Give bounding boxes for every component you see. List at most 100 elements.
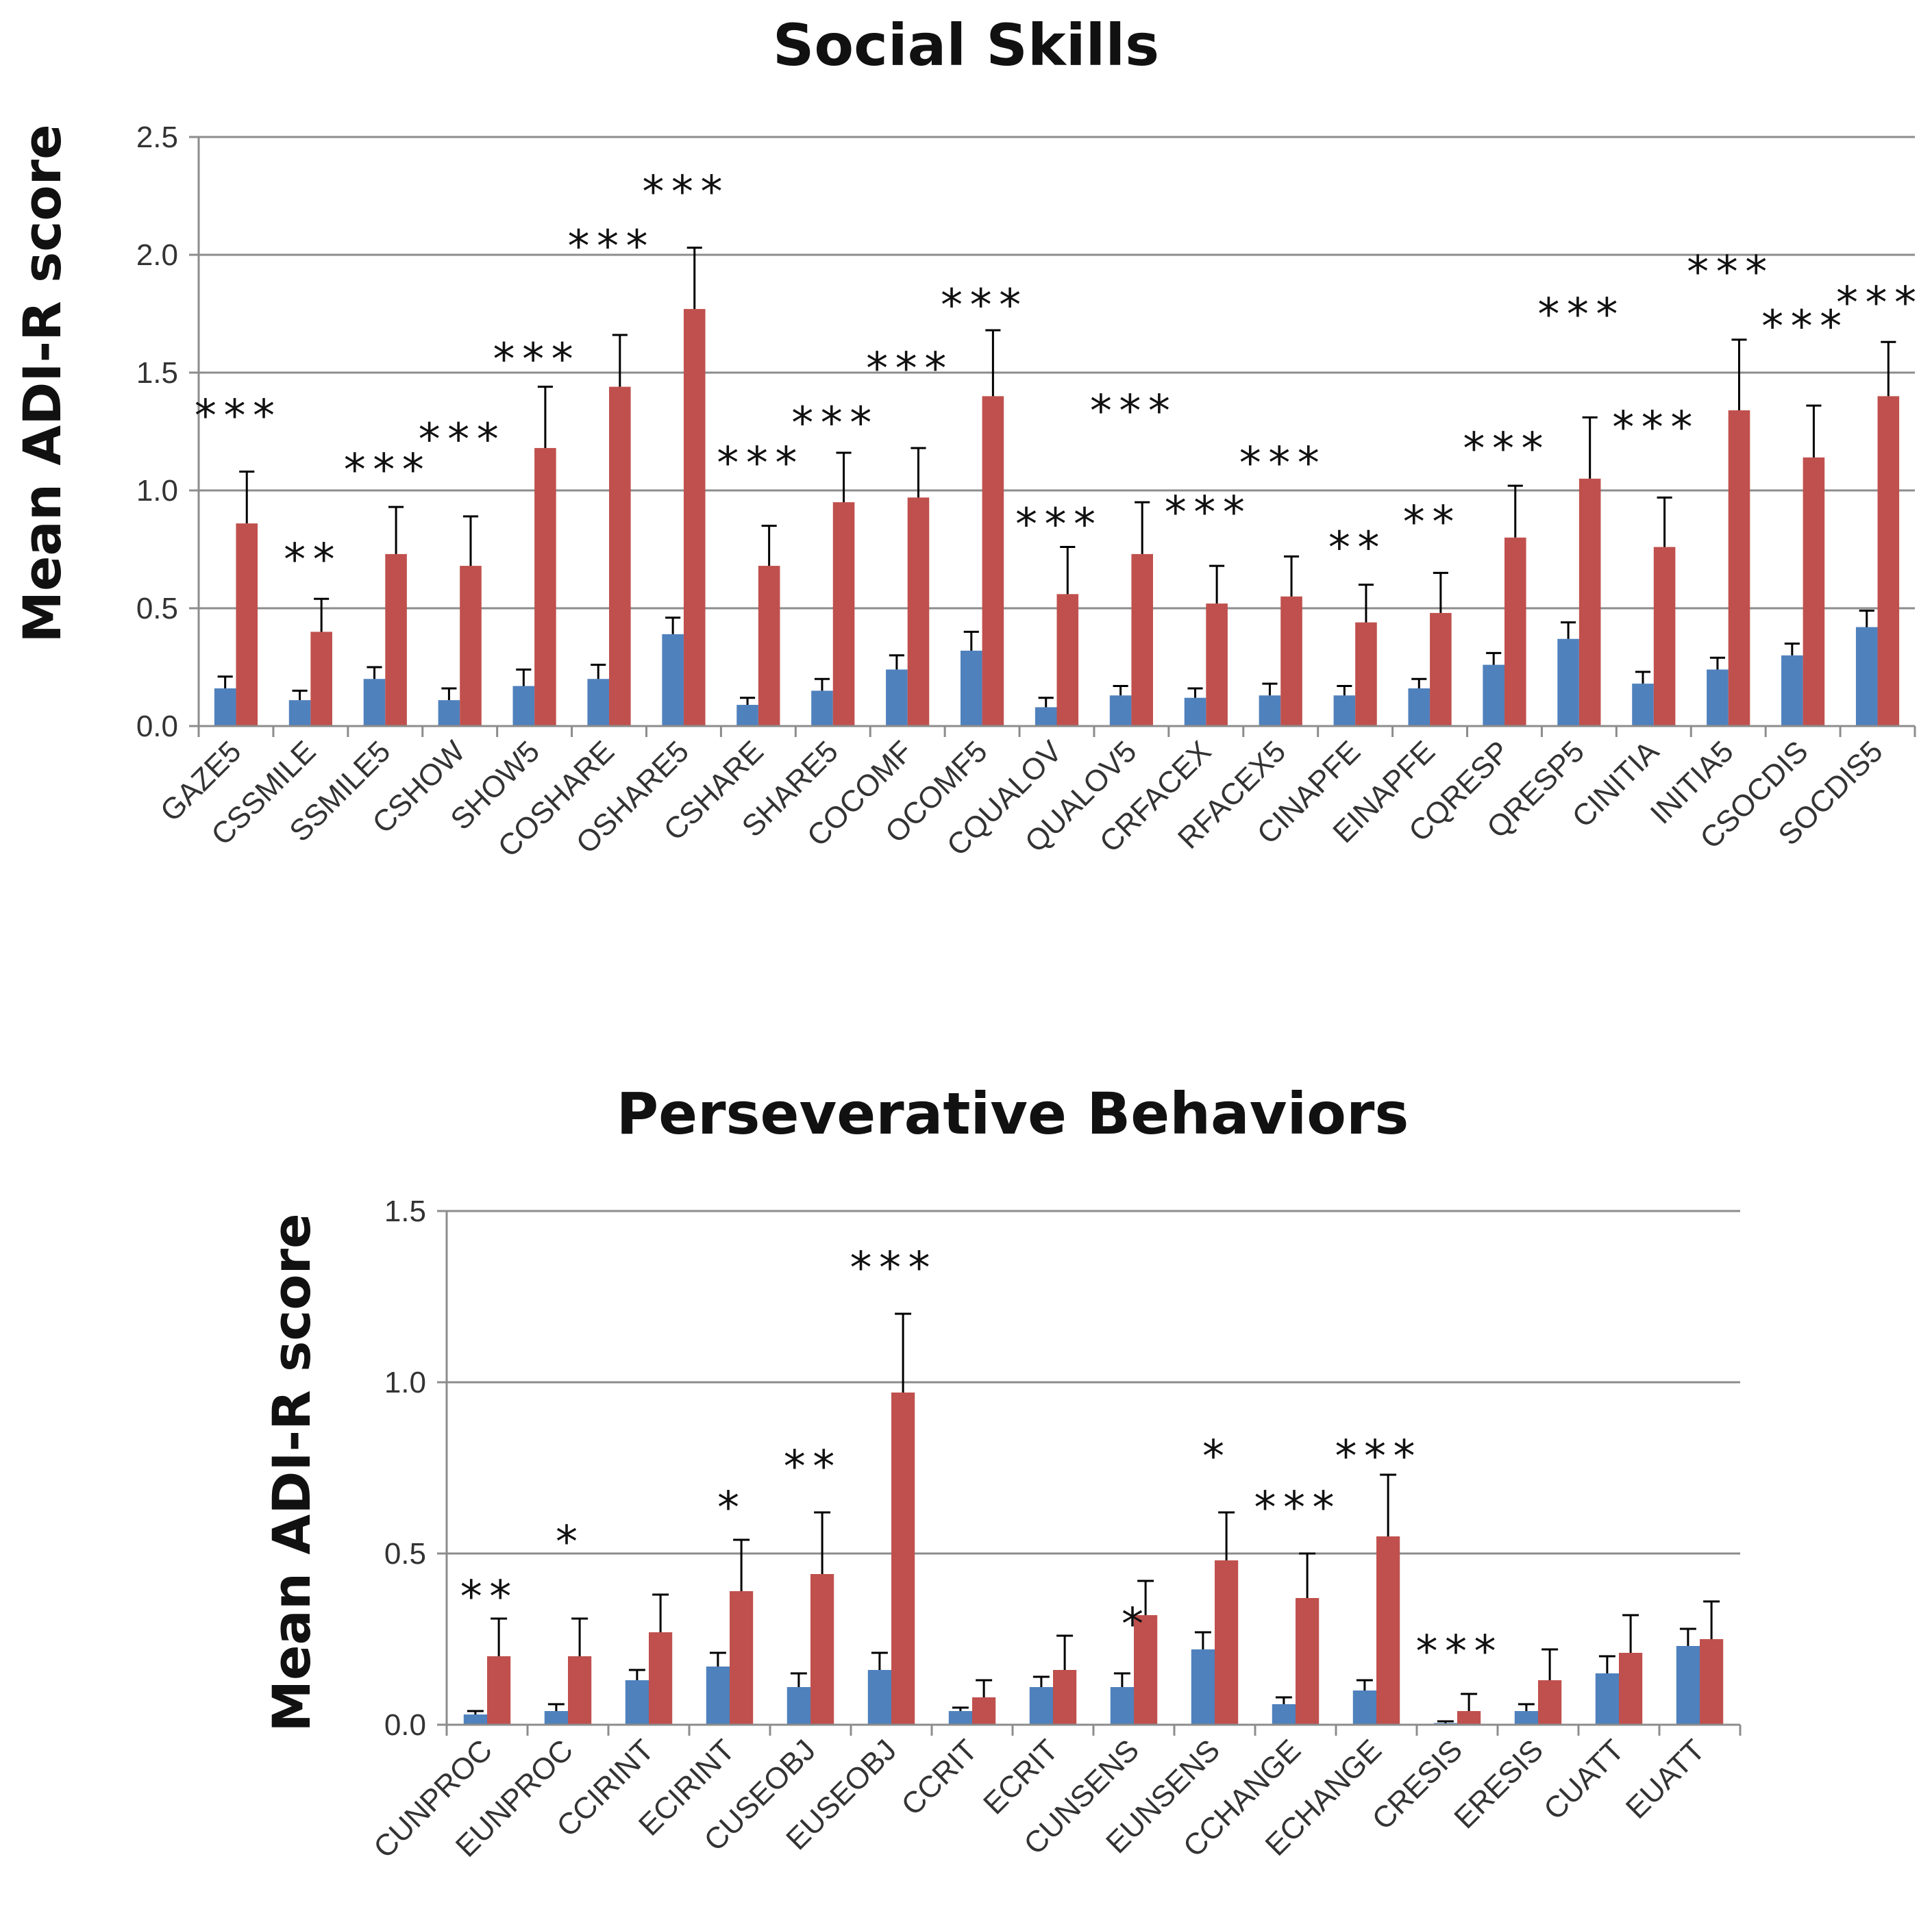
bar-socdis5-series-0 bbox=[1855, 627, 1878, 726]
significance-marker: *** bbox=[1252, 1483, 1339, 1534]
x-tick-label-ccrit: CCRIT bbox=[895, 1733, 984, 1822]
bar-echange-series-0 bbox=[1352, 1690, 1376, 1725]
significance-marker: * bbox=[715, 1483, 745, 1534]
y-tick-label: 1.5 bbox=[384, 1195, 426, 1228]
significance-marker: *** bbox=[491, 334, 578, 385]
significance-marker: ** bbox=[781, 1442, 839, 1493]
bar-cchange-series-0 bbox=[1272, 1704, 1296, 1725]
significance-marker: *** bbox=[1237, 438, 1324, 489]
significance-marker: *** bbox=[1461, 424, 1548, 475]
bar-rfacex5-series-1 bbox=[1280, 596, 1302, 726]
bar-gaze5-series-0 bbox=[214, 688, 236, 726]
bar-cqualov-series-0 bbox=[1035, 707, 1057, 726]
social-skills-y-axis-label: Mean ADI-R score bbox=[12, 124, 73, 642]
bar-eunproc-series-0 bbox=[544, 1711, 568, 1725]
bar-initia5-series-1 bbox=[1728, 410, 1750, 726]
bar-coshare-series-0 bbox=[587, 679, 610, 726]
significance-marker: *** bbox=[715, 438, 802, 489]
bar-euatt-series-1 bbox=[1700, 1639, 1724, 1725]
y-tick-label: 0.0 bbox=[384, 1708, 426, 1742]
social-skills-axes bbox=[189, 136, 1916, 737]
significance-marker: ** bbox=[282, 535, 340, 586]
bar-cuseobj-series-1 bbox=[810, 1574, 834, 1725]
bar-cshow-series-1 bbox=[460, 566, 482, 726]
bar-cssmile-series-1 bbox=[310, 632, 332, 726]
y-tick-label: 1.5 bbox=[136, 356, 178, 390]
bar-cqresp-series-0 bbox=[1483, 664, 1504, 726]
bar-qresp5-series-1 bbox=[1578, 478, 1601, 726]
significance-marker: *** bbox=[789, 398, 877, 449]
bar-eresis-series-0 bbox=[1514, 1711, 1538, 1725]
bar-euseobj-series-1 bbox=[891, 1393, 915, 1725]
bar-cqualov-series-1 bbox=[1056, 594, 1079, 726]
significance-marker: *** bbox=[193, 391, 280, 442]
bar-ecrit-series-1 bbox=[1053, 1670, 1077, 1725]
bar-initia5-series-0 bbox=[1707, 669, 1729, 726]
x-tick-label-cresis: CRESIS bbox=[1366, 1733, 1469, 1836]
perseverative-behaviors-gridlines bbox=[447, 1210, 1740, 1555]
bar-cuatt-series-0 bbox=[1595, 1673, 1619, 1725]
significance-marker: *** bbox=[1610, 403, 1698, 453]
significance-marker: *** bbox=[1333, 1432, 1420, 1482]
significance-marker: *** bbox=[1088, 386, 1176, 437]
bar-cinitia-series-0 bbox=[1632, 684, 1654, 726]
bar-ocomf5-series-1 bbox=[982, 396, 1004, 726]
significance-marker: *** bbox=[1163, 488, 1250, 538]
bar-ocomf5-series-0 bbox=[961, 650, 982, 726]
x-tick-label-euatt: EUATT bbox=[1620, 1733, 1711, 1825]
bar-euatt-series-0 bbox=[1676, 1646, 1700, 1725]
significance-marker: * bbox=[1119, 1599, 1149, 1650]
perseverative-behaviors-chart: Perseverative Behaviors Mean ADI-R score… bbox=[261, 1080, 1742, 1864]
significance-marker: *** bbox=[640, 167, 728, 218]
bar-cinitia-series-1 bbox=[1653, 547, 1676, 726]
y-tick-label: 1.0 bbox=[136, 474, 178, 508]
y-tick-label: 0.5 bbox=[384, 1537, 426, 1571]
perseverative-behaviors-title: Perseverative Behaviors bbox=[617, 1080, 1409, 1147]
bar-cchange-series-1 bbox=[1296, 1598, 1320, 1725]
y-tick-label: 0.0 bbox=[136, 710, 178, 743]
significance-marker: *** bbox=[1013, 499, 1101, 550]
bar-share5-series-0 bbox=[811, 690, 833, 726]
bar-cqresp-series-1 bbox=[1504, 537, 1526, 726]
bar-csocdis-series-0 bbox=[1781, 655, 1803, 726]
bar-socdis5-series-1 bbox=[1877, 396, 1900, 726]
significance-marker: *** bbox=[847, 1243, 935, 1294]
significance-marker: * bbox=[554, 1517, 583, 1568]
significance-marker: ** bbox=[1326, 523, 1385, 574]
bar-cunsens-series-0 bbox=[1110, 1687, 1134, 1725]
significance-marker: *** bbox=[1759, 301, 1847, 352]
bar-cssmile-series-0 bbox=[288, 700, 311, 726]
bar-euseobj-series-0 bbox=[867, 1670, 891, 1725]
bar-show5-series-0 bbox=[512, 686, 535, 726]
x-tick-label-eresis: ERESIS bbox=[1448, 1733, 1550, 1835]
significance-marker: *** bbox=[341, 445, 429, 496]
bar-show5-series-1 bbox=[534, 448, 556, 726]
bar-cinapfe-series-1 bbox=[1355, 622, 1377, 726]
bar-eunsens-series-1 bbox=[1215, 1560, 1239, 1725]
bar-ecrit-series-0 bbox=[1029, 1687, 1053, 1725]
bar-cuseobj-series-0 bbox=[787, 1687, 810, 1725]
bar-cresis-series-1 bbox=[1457, 1711, 1481, 1725]
bar-eunproc-series-1 bbox=[568, 1656, 592, 1725]
bar-echange-series-1 bbox=[1376, 1536, 1400, 1725]
bar-cunsens-series-1 bbox=[1134, 1615, 1158, 1725]
significance-marker: *** bbox=[1413, 1627, 1501, 1677]
bar-crfacex-series-1 bbox=[1206, 603, 1228, 726]
bar-coshare-series-1 bbox=[609, 386, 631, 726]
bar-cocomf-series-0 bbox=[886, 669, 908, 726]
perseverative-behaviors-axes bbox=[437, 1210, 1742, 1736]
y-tick-label: 1.0 bbox=[384, 1366, 426, 1399]
bar-qualov5-series-1 bbox=[1131, 553, 1153, 726]
bar-cshow-series-0 bbox=[438, 700, 460, 726]
bar-cunproc-series-0 bbox=[463, 1714, 487, 1725]
bar-ccirint-series-1 bbox=[649, 1632, 673, 1725]
bar-oshare5-series-1 bbox=[683, 309, 706, 726]
social-skills-bars bbox=[214, 247, 1900, 726]
significance-marker: ** bbox=[458, 1572, 516, 1623]
significance-marker: *** bbox=[1535, 290, 1623, 340]
bar-einapfe-series-0 bbox=[1408, 688, 1431, 726]
significance-marker: *** bbox=[939, 280, 1026, 331]
bar-ccrit-series-0 bbox=[948, 1711, 972, 1725]
significance-marker: *** bbox=[1834, 278, 1922, 329]
